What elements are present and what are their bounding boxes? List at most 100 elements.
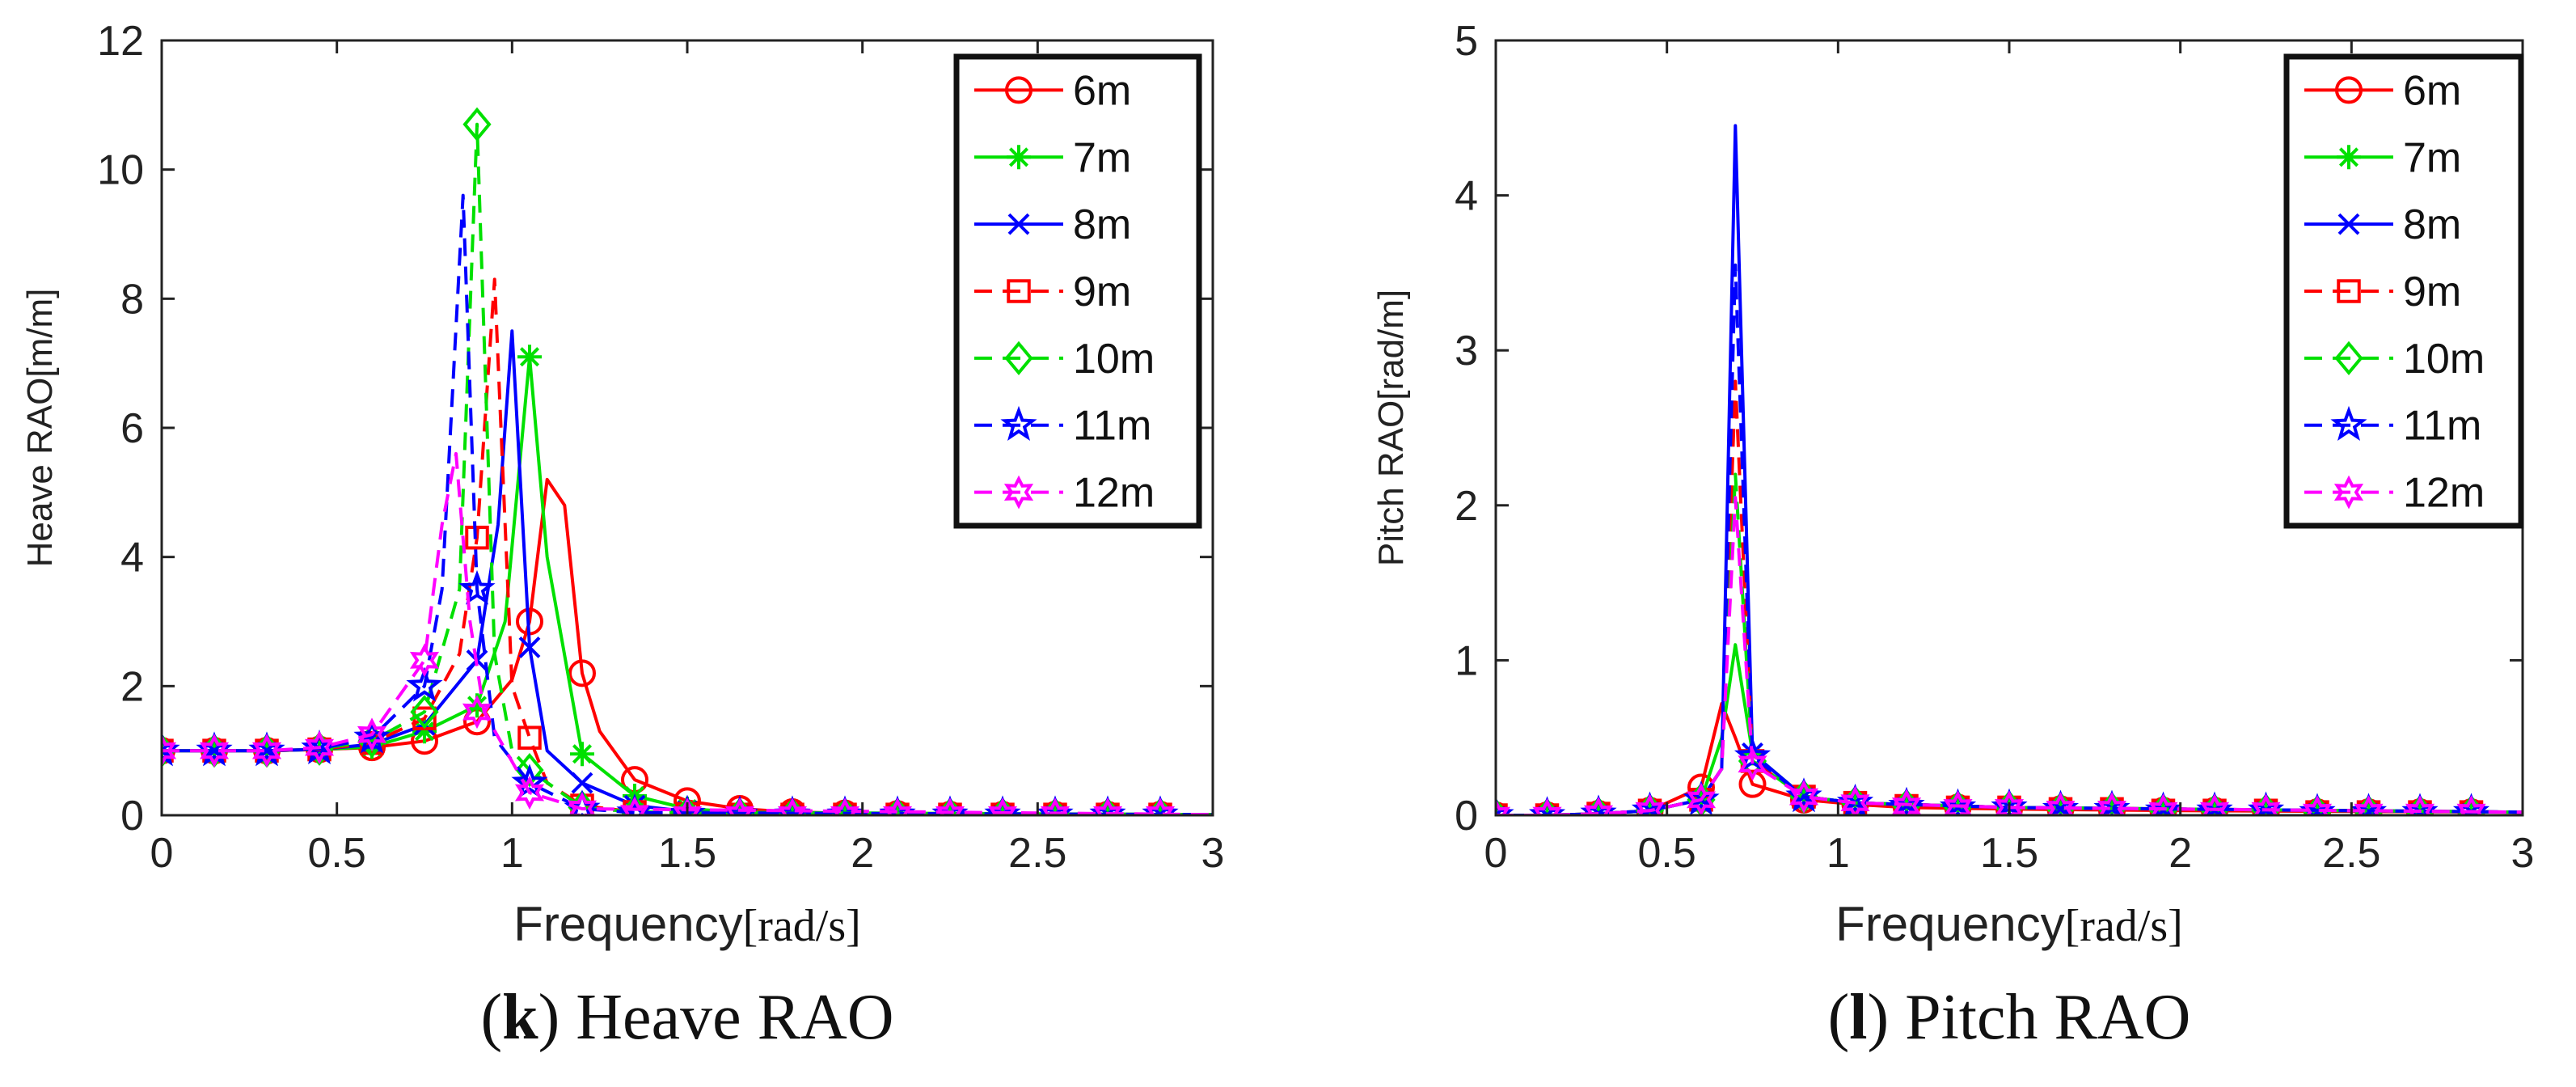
marker-hexagram bbox=[2251, 793, 2281, 815]
legend-label-9m: 9m bbox=[2403, 269, 2461, 315]
data-point-12m bbox=[777, 797, 808, 815]
marker-hexagram bbox=[199, 734, 230, 768]
legend-label-9m: 9m bbox=[1073, 269, 1131, 315]
x-tick-label: 0.5 bbox=[308, 830, 366, 877]
marker-hexagram bbox=[2456, 795, 2486, 815]
data-point-8m bbox=[571, 772, 593, 794]
data-point-7m bbox=[570, 742, 594, 767]
legend-label-8m: 8m bbox=[1073, 201, 1131, 248]
legend-label-6m: 6m bbox=[1073, 67, 1131, 114]
legend-label-10m: 10m bbox=[1073, 336, 1155, 383]
marker-circle bbox=[568, 659, 596, 687]
data-point-12m bbox=[1891, 789, 1922, 815]
marker-hexagram bbox=[1994, 790, 2025, 815]
marker-hexagram bbox=[987, 797, 1018, 815]
y-tick-label: 4 bbox=[120, 535, 144, 582]
caption-letter: k bbox=[502, 982, 538, 1053]
y-tick-label: 0 bbox=[120, 793, 144, 840]
data-point-7m bbox=[517, 345, 542, 370]
y-tick-label: 10 bbox=[97, 147, 144, 194]
x-axis-label-unit: [rad/s] bbox=[743, 901, 861, 951]
series-12m bbox=[162, 451, 1213, 815]
legend-label-11m: 11m bbox=[2403, 403, 2481, 450]
data-point-12m bbox=[1583, 797, 1614, 815]
legend-marker-9m bbox=[2337, 279, 2361, 303]
data-point-12m bbox=[304, 730, 335, 765]
marker-square bbox=[465, 525, 489, 550]
marker-hexagram bbox=[777, 797, 808, 815]
marker-hexagram bbox=[462, 695, 492, 730]
data-point-12m bbox=[567, 792, 598, 815]
data-point-10m bbox=[515, 752, 544, 788]
marker-hexagram bbox=[1686, 782, 1717, 815]
legend-label-12m: 12m bbox=[2403, 470, 2485, 517]
caption-close-paren: ) bbox=[538, 982, 576, 1053]
legend-label-10m: 10m bbox=[2403, 336, 2485, 383]
legend-label-11m: 11m bbox=[1073, 403, 1151, 450]
marker-hexagram bbox=[2199, 793, 2230, 815]
marker-hexagram bbox=[672, 797, 703, 815]
data-point-9m bbox=[517, 725, 542, 750]
marker-asterisk bbox=[2337, 145, 2361, 170]
data-point-8m bbox=[518, 637, 541, 658]
data-point-6m bbox=[568, 659, 596, 687]
legend-marker-6m bbox=[1005, 76, 1033, 104]
marker-asterisk bbox=[570, 742, 594, 767]
marker-x bbox=[1007, 213, 1030, 235]
series-12m bbox=[1496, 496, 2523, 815]
marker-pentagram bbox=[353, 718, 391, 754]
legend-marker-7m bbox=[2337, 145, 2361, 170]
marker-hexagram bbox=[2333, 475, 2364, 510]
data-point-12m bbox=[1532, 798, 1562, 815]
legend-label-6m: 6m bbox=[2403, 67, 2461, 114]
marker-hexagram bbox=[514, 776, 545, 810]
x-axis-label: Frequency[rad/s] bbox=[1835, 897, 2183, 951]
data-point-12m bbox=[1092, 797, 1123, 815]
data-point-12m bbox=[2456, 795, 2486, 815]
data-point-12m bbox=[1686, 782, 1717, 815]
legend: 6m 7m 8m 9m 10m 11m 12m bbox=[953, 53, 1202, 529]
data-point-7m bbox=[465, 693, 489, 718]
data-point-12m bbox=[2405, 795, 2435, 815]
chart-heave-rao: 0 0.5 1 1.5 2 2.5 3 0 2 4 6 8 10 12 Heave RAO[m/m] Freq… bbox=[20, 18, 1224, 1053]
x-tick-label: 3 bbox=[2511, 830, 2535, 877]
marker-hexagram bbox=[409, 643, 440, 678]
marker-hexagram bbox=[1635, 793, 1665, 815]
marker-x bbox=[2337, 213, 2360, 235]
marker-hexagram bbox=[162, 734, 177, 768]
legend-marker-10m bbox=[1004, 340, 1033, 375]
x-tick-label: 1 bbox=[1826, 830, 1850, 877]
marker-hexagram bbox=[830, 797, 860, 815]
marker-hexagram bbox=[882, 797, 913, 815]
marker-asterisk bbox=[517, 345, 542, 370]
legend-marker-8m bbox=[2337, 213, 2360, 235]
data-point-12m bbox=[1943, 790, 1973, 815]
caption-open-paren: ( bbox=[481, 982, 503, 1053]
caption-open-paren: ( bbox=[1828, 982, 1850, 1053]
data-point-12m bbox=[672, 797, 703, 815]
marker-hexagram bbox=[1583, 797, 1614, 815]
marker-pentagram bbox=[406, 666, 443, 702]
data-point-12m bbox=[251, 734, 282, 768]
marker-hexagram bbox=[1145, 797, 1176, 815]
marker-x bbox=[518, 637, 541, 658]
marker-asterisk bbox=[412, 719, 437, 744]
data-point-12m bbox=[2354, 795, 2384, 815]
marker-hexagram bbox=[1092, 797, 1123, 815]
marker-hexagram bbox=[1738, 747, 1767, 781]
data-point-12m bbox=[935, 797, 965, 815]
data-point-12m bbox=[2046, 792, 2076, 815]
y-tick-label: 4 bbox=[1455, 173, 1478, 220]
x-axis-label-sans: Frequency bbox=[513, 897, 742, 951]
marker-hexagram bbox=[567, 792, 598, 815]
legend-marker-11m bbox=[1000, 405, 1037, 441]
y-tick-label: 2 bbox=[120, 663, 144, 710]
x-tick-label: 1.5 bbox=[658, 830, 716, 877]
x-tick-label: 2.5 bbox=[2322, 830, 2380, 877]
legend-marker-6m bbox=[2335, 76, 2363, 104]
marker-square bbox=[1007, 279, 1031, 303]
legend-box bbox=[2283, 53, 2524, 529]
data-point-12m bbox=[1994, 790, 2025, 815]
data-point-12m bbox=[1840, 785, 1870, 815]
